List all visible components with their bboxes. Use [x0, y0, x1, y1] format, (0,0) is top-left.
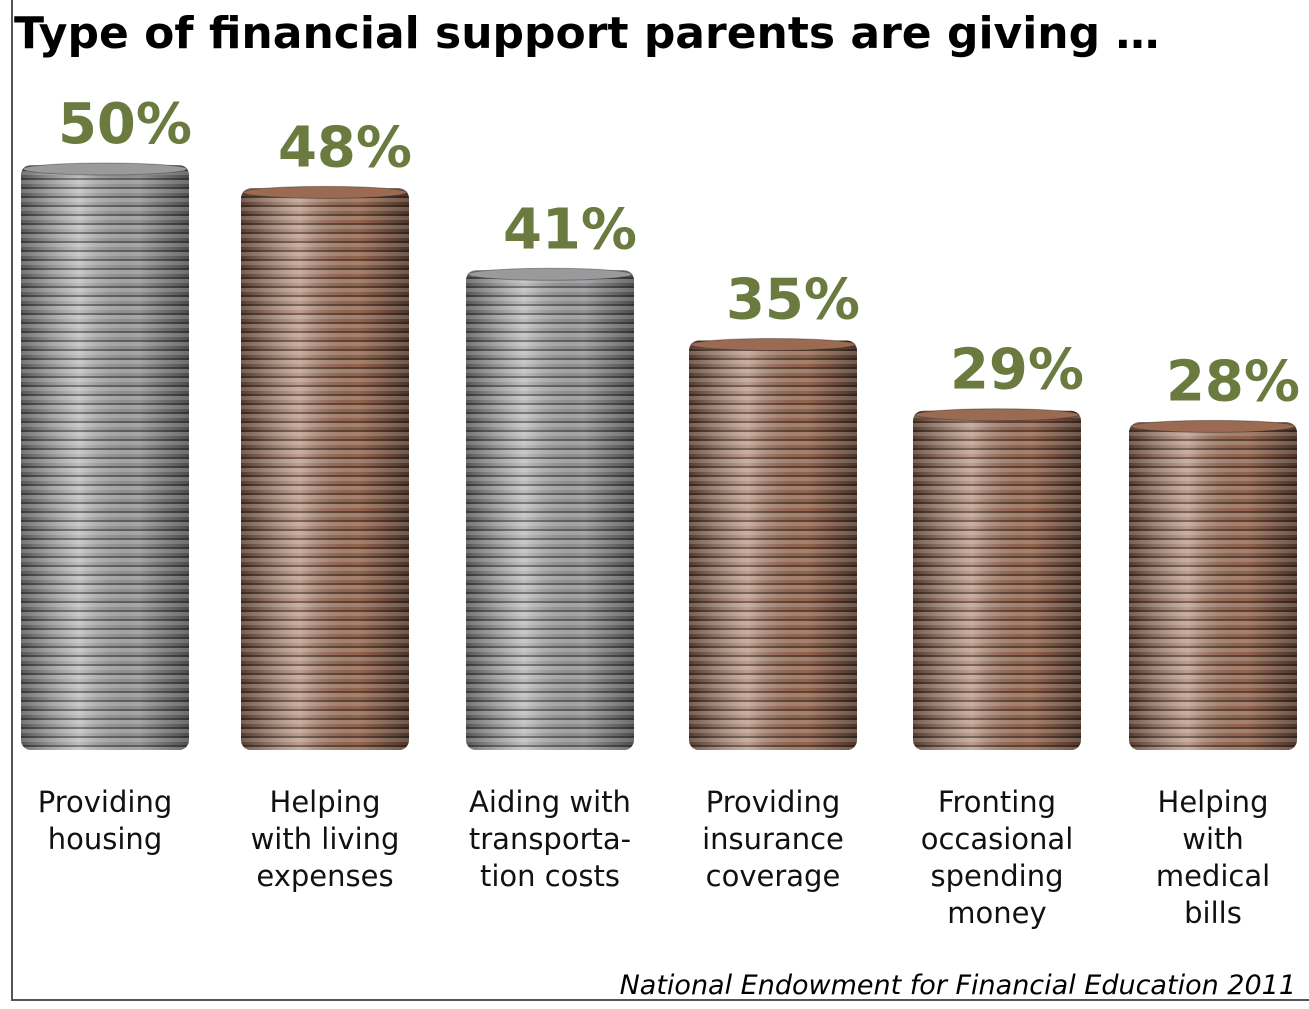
value-label: 48% [278, 115, 412, 180]
coin-top [1130, 419, 1296, 433]
source: National Endowment for Financial Educati… [620, 970, 1296, 1001]
coin-ridges [689, 340, 857, 750]
coin-ridges [466, 270, 634, 750]
value-label: 28% [1166, 349, 1300, 414]
coin-ridges [1129, 422, 1297, 750]
coin-ridges [913, 410, 1081, 750]
category-label: Fronting occasional spending money [920, 785, 1074, 930]
category-label: Helping with living expenses [250, 785, 400, 893]
coin-top [242, 185, 408, 199]
coin-ridges [21, 165, 189, 750]
category-label: Providing insurance coverage [702, 785, 844, 893]
coin-top [467, 267, 633, 281]
value-label: 41% [503, 197, 637, 262]
coin-top [690, 338, 856, 351]
category-label: Aiding with transporta- tion costs [468, 785, 632, 893]
coin-ridges [241, 188, 409, 750]
coin-top [914, 408, 1080, 422]
frame [11, 0, 1309, 1001]
value-label: 35% [726, 268, 860, 333]
coin-top [22, 162, 188, 176]
category-label: Helping with medical bills [1155, 785, 1271, 930]
value-label: 29% [950, 338, 1084, 403]
chart-title: Type of financial support parents are gi… [14, 8, 1159, 59]
category-label: Providing housing [37, 785, 173, 856]
value-label: 50% [58, 92, 192, 157]
